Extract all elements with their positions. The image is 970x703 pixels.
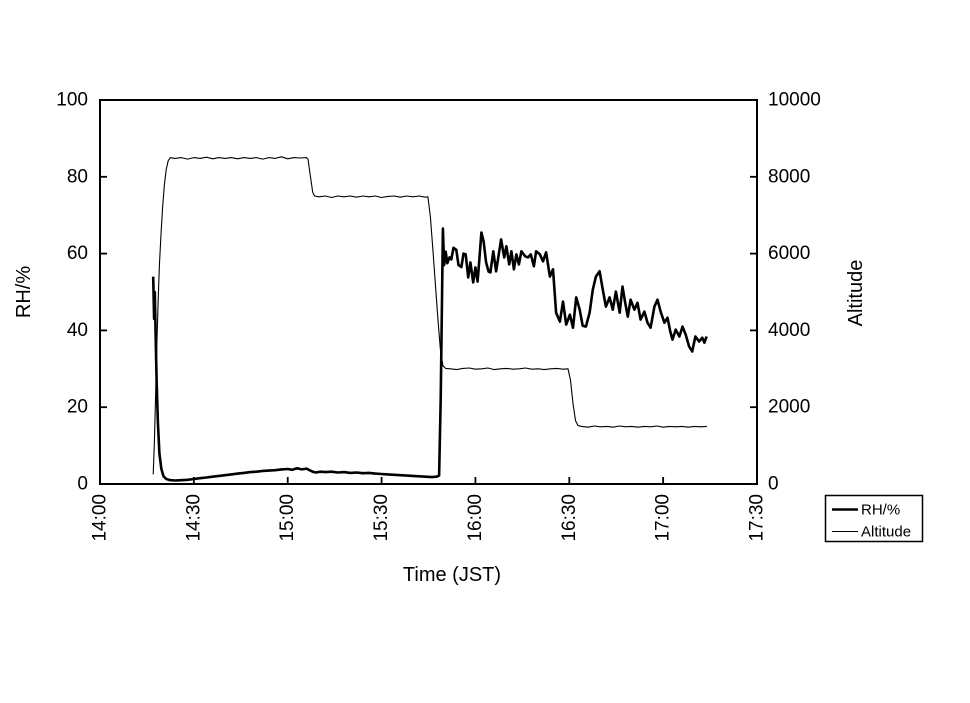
plot-frame [99, 99, 758, 485]
x-tick-label: 15:30 [371, 494, 392, 542]
y-right-tick-label: 6000 [768, 243, 810, 264]
y-right-tick-label: 8000 [768, 166, 810, 187]
y-right-axis-title: Altitude [845, 260, 867, 327]
legend-box [824, 494, 924, 543]
x-axis-title: Time (JST) [403, 564, 501, 586]
x-tick-label: 14:30 [183, 494, 204, 542]
x-tick-label: 17:00 [653, 494, 674, 542]
y-left-tick-label: 100 [56, 90, 88, 111]
x-tick-label: 17:30 [747, 494, 768, 542]
x-tick-label: 14:00 [90, 494, 111, 542]
y-left-tick-label: 20 [67, 397, 88, 418]
y-left-tick-label: 0 [77, 474, 88, 495]
y-left-tick-label: 40 [67, 320, 88, 341]
plot-border [99, 99, 758, 485]
y-right-tick-label: 0 [768, 474, 779, 495]
y-right-tick-label: 10000 [768, 90, 821, 111]
axis-ticks-and-labels: 0 20 40 60 80 100 0 2000 4000 6000 8000 10000 14:00 1… [56, 90, 821, 542]
legend-altitude-label: Altitude [861, 524, 911, 541]
y-right-tick-label: 2000 [768, 397, 810, 418]
rh-series-line [151, 227, 708, 482]
legend: RH/% Altitude [824, 494, 924, 543]
y-left-tick-label: 60 [67, 243, 88, 264]
y-left-axis-title: RH/% [13, 266, 35, 318]
y-left-tick-label: 80 [67, 166, 88, 187]
x-tick-label: 15:00 [277, 494, 298, 542]
legend-rh-label: RH/% [861, 502, 900, 519]
x-tick-label: 16:30 [559, 494, 580, 542]
altitude-series-line [152, 156, 707, 475]
y-right-tick-label: 4000 [768, 320, 810, 341]
x-tick-label: 16:00 [465, 494, 486, 542]
data-series [151, 156, 708, 482]
